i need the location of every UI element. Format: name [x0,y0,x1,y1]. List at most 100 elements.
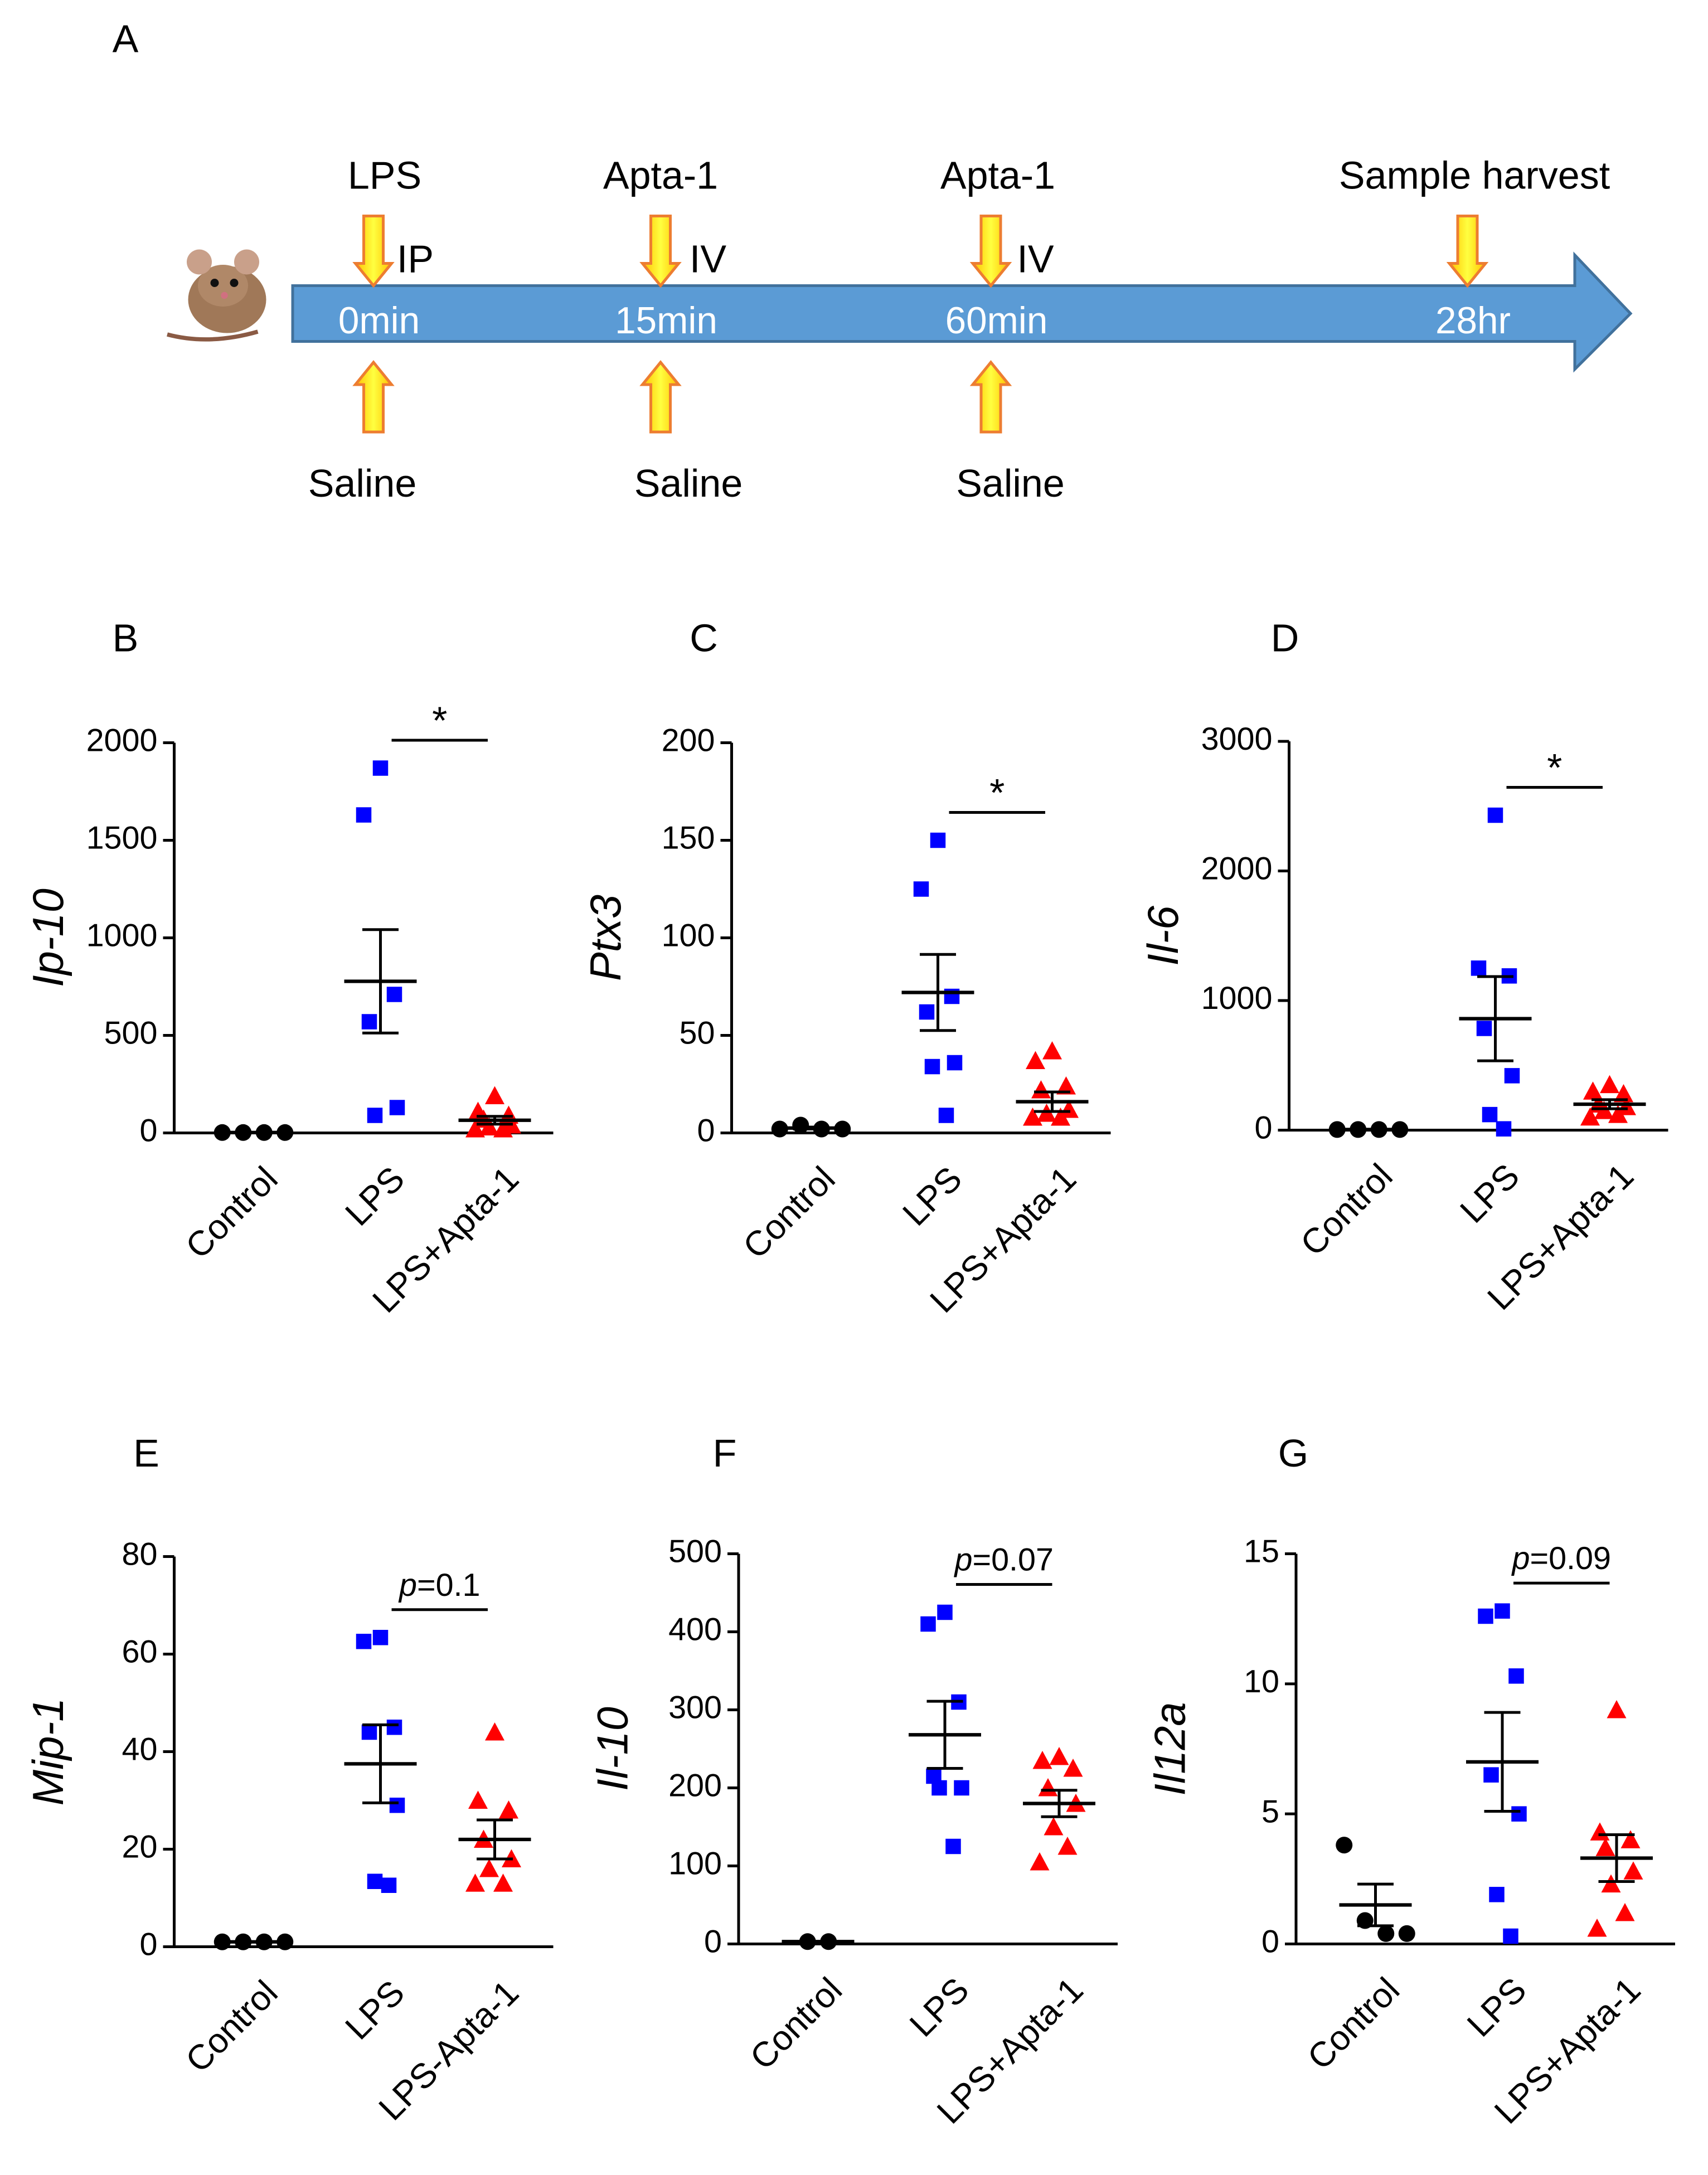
data-point [1508,1668,1524,1684]
sem-bar [1357,1882,1394,1928]
data-point [792,1116,809,1134]
x-tick-label: LPS [1460,1970,1534,2045]
data-point [1503,1928,1518,1944]
data-point [1615,1902,1635,1921]
up-arrow [352,360,395,434]
data-point [1607,1700,1627,1718]
y-tick-label: 2000 [86,723,158,759]
data-point [1595,1838,1615,1856]
data-point [1398,1925,1415,1942]
data-point [485,1722,505,1741]
data-point [1377,1925,1395,1942]
data-point [931,1780,947,1796]
y-tick-label: 0 [697,1113,715,1149]
panel-label: C [690,616,718,659]
sem-bar [1484,1711,1521,1813]
x-tick-label: Control [1300,1970,1407,2077]
sem-bar [1591,1098,1628,1110]
data-point [919,1004,935,1020]
data-point [1580,1107,1600,1126]
panel-label: A [113,17,139,60]
data-point [367,1873,383,1889]
data-point [1336,1837,1353,1854]
step-label: Sample harvest [1339,153,1610,197]
data-point [1059,1100,1079,1118]
data-point [1600,1075,1619,1094]
data-point [924,1059,940,1075]
data-point [1614,1084,1633,1103]
y-tick-label: 0 [1255,1110,1273,1146]
down-arrow [639,214,682,288]
y-tick-label: 500 [104,1016,158,1051]
down-arrow [1446,214,1489,288]
data-point [468,1790,488,1809]
significance-label: * [989,771,1005,814]
data-point [1511,1806,1527,1822]
up-arrow [969,360,1012,434]
y-tick-label: 50 [680,1016,715,1051]
route-label: IV [1017,237,1054,280]
data-point [381,1877,397,1893]
x-tick-label: LPS [902,1970,977,2045]
data-point [1590,1822,1610,1841]
x-tick-label: LPS [338,1159,412,1234]
sem-bar [926,1700,963,1770]
x-tick-label: LPS [895,1159,969,1234]
data-point [1494,1603,1510,1619]
y-tick-label: 200 [662,723,715,759]
data-point [1049,1746,1069,1765]
panel-label: F [713,1431,737,1475]
data-point [1023,1107,1042,1126]
sem-bar [1598,1833,1635,1883]
y-axis-label: Mip-1 [25,1698,72,1806]
data-point [1483,1767,1499,1783]
data-point [1482,1106,1498,1123]
y-tick-label: 0 [140,1927,158,1963]
sem-bar [477,1115,513,1126]
y-tick-label: 20 [122,1829,158,1865]
data-point [1487,807,1503,823]
y-axis-label: Il-6 [1139,905,1187,966]
data-point [1617,1097,1636,1115]
data-point [938,1108,954,1123]
data-point [356,1634,372,1649]
y-tick-label: 100 [668,1846,722,1882]
y-tick-label: 1500 [86,821,158,856]
significance-label: * [432,698,447,742]
data-point [465,1119,486,1138]
step-label: Apta-1 [940,153,1055,197]
data-point [499,1800,519,1819]
data-point [1051,1107,1070,1126]
data-point [493,1119,513,1138]
sem-bar [1041,1789,1078,1818]
significance-label: p=0.07 [954,1542,1054,1578]
y-axis-label: Ptx3 [582,895,630,981]
x-tick-label: Control [736,1159,843,1266]
data-point [1489,1887,1505,1902]
data-point [479,1859,499,1877]
data-point [1030,1852,1050,1871]
y-tick-label: 2000 [1201,851,1273,887]
data-point [361,1724,377,1740]
x-tick-label: Control [178,1973,285,2080]
route-label: IP [397,237,434,280]
data-point [1042,1041,1062,1060]
data-point [1063,1759,1083,1777]
y-tick-label: 0 [140,1113,158,1149]
sem-bar [477,1818,513,1861]
data-point [389,1100,405,1115]
data-point [1478,1608,1493,1624]
data-point [479,1117,499,1135]
data-point [920,1616,936,1632]
data-point [945,1838,961,1854]
data-point [1608,1105,1628,1123]
data-point [372,1629,389,1645]
up-arrow [639,360,682,434]
data-point [1496,1121,1512,1137]
y-tick-label: 400 [668,1612,722,1648]
data-point [389,1798,405,1813]
data-point [1032,1751,1052,1769]
data-point [367,1108,383,1123]
saline-label: Saline [956,462,1065,505]
timeline-arrow [291,251,1633,373]
